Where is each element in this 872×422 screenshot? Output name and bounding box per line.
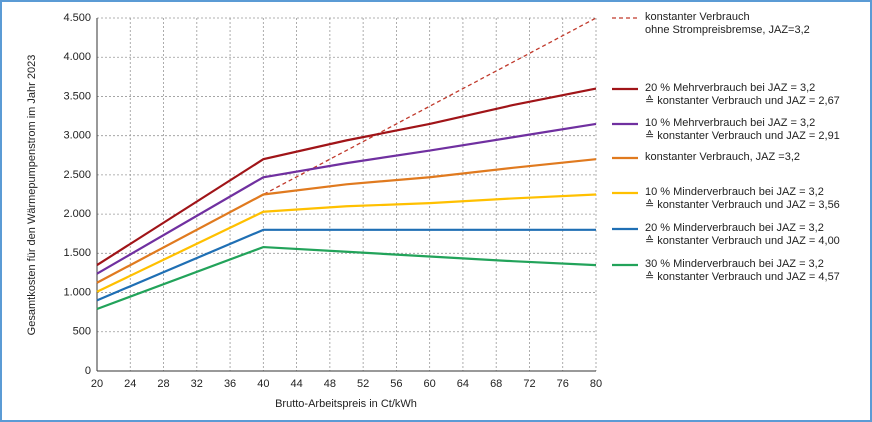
y-tick-label: 2.000 xyxy=(63,208,91,220)
x-tick-label: 20 xyxy=(91,378,103,390)
legend-label: konstanter Verbrauch ohne Strompreisbrem… xyxy=(645,11,810,36)
x-tick-label: 64 xyxy=(457,378,469,390)
y-tick-label: 500 xyxy=(73,326,91,338)
x-axis-label: Brutto-Arbeitspreis in Ct/kWh xyxy=(275,398,417,410)
x-tick-label: 60 xyxy=(424,378,436,390)
y-axis-label: Gesamtkosten für den Wärmepumpenstrom im… xyxy=(26,55,38,336)
y-tick-label: 4.000 xyxy=(63,51,91,63)
x-tick-label: 32 xyxy=(191,378,203,390)
legend-label: 20 % Mehrverbrauch bei JAZ = 3,2 ≙ konst… xyxy=(645,82,840,107)
series-line xyxy=(96,122,597,275)
series-line xyxy=(96,158,597,284)
y-tick-label: 2.500 xyxy=(63,169,91,181)
series-line xyxy=(96,245,597,311)
x-tick-label: 40 xyxy=(257,378,269,390)
series-line xyxy=(96,87,597,267)
y-tick-label: 3.500 xyxy=(63,90,91,102)
legend-label: 20 % Minderverbrauch bei JAZ = 3,2 ≙ kon… xyxy=(645,222,840,247)
x-tick-label: 76 xyxy=(557,378,569,390)
y-tick-label: 0 xyxy=(85,365,91,377)
y-tick-label: 1.500 xyxy=(63,247,91,259)
legend-label: 30 % Minderverbrauch bei JAZ = 3,2 ≙ kon… xyxy=(645,258,840,283)
legend-label: konstanter Verbrauch, JAZ =3,2 xyxy=(645,151,801,163)
y-tick-label: 3.000 xyxy=(63,130,91,142)
x-tick-label: 44 xyxy=(290,378,302,390)
x-tick-label: 24 xyxy=(124,378,136,390)
y-tick-label: 4.500 xyxy=(63,12,91,24)
x-tick-label: 68 xyxy=(490,378,502,390)
series-line xyxy=(96,193,597,293)
y-tick-label: 1.000 xyxy=(63,286,91,298)
x-tick-label: 52 xyxy=(357,378,369,390)
x-tick-label: 72 xyxy=(523,378,535,390)
legend-label: 10 % Mehrverbrauch bei JAZ = 3,2 ≙ konst… xyxy=(645,117,840,142)
series-line xyxy=(96,228,596,302)
x-tick-label: 28 xyxy=(157,378,169,390)
x-tick-label: 36 xyxy=(224,378,236,390)
x-tick-label: 80 xyxy=(590,378,602,390)
x-tick-label: 48 xyxy=(324,378,336,390)
legend-label: 10 % Minderverbrauch bei JAZ = 3,2 ≙ kon… xyxy=(645,186,840,211)
x-tick-label: 56 xyxy=(390,378,402,390)
